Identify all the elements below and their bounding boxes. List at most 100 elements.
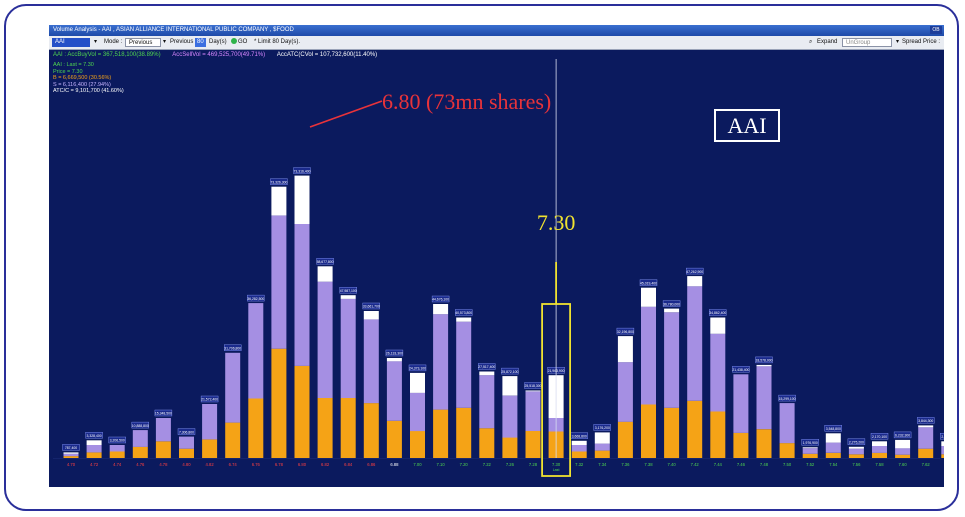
acc-sell-volume: AccSellVol = 469,525,700(49.71%) — [172, 52, 266, 58]
atc-volume-segment — [63, 452, 79, 454]
price-tick-label: 4.74 — [113, 462, 122, 467]
sell-volume-segment — [109, 445, 125, 452]
price-tick-label: 6.86 — [367, 462, 376, 467]
sell-volume-segment — [802, 448, 818, 454]
total-label-box — [223, 344, 242, 351]
sell-volume-segment — [641, 306, 656, 405]
total-volume-label: 47,987,100 — [340, 289, 357, 293]
info-sell: S = 6,116,400 (27.94%) — [53, 81, 111, 88]
total-volume-label: 10,888,800 — [132, 424, 149, 428]
buy-volume-segment — [848, 454, 864, 458]
atc-volume-segment — [617, 336, 633, 363]
sell-volume-segment — [386, 361, 402, 421]
buy-volume-segment — [756, 429, 772, 458]
volume-chart: 787,400 4.70 3,328,400 4.72 3,206,500 4.74 10,… — [53, 59, 944, 477]
total-label-box — [686, 267, 704, 275]
mode-select[interactable]: Previous — [125, 38, 161, 47]
summary-line: AAI : AccBuyVol = 367,518,100(38.89%) Ac… — [53, 52, 377, 58]
total-volume-label: 6,232,300 — [895, 434, 910, 438]
sell-volume-segment — [132, 430, 148, 447]
price-tick-label: 7.30 — [552, 462, 561, 467]
sell-volume-segment — [941, 445, 944, 455]
symbol-select[interactable]: AAI — [52, 38, 90, 47]
total-volume-label: 7,306,800 — [179, 430, 194, 434]
buy-volume-segment — [456, 407, 472, 459]
total-label-box — [85, 432, 103, 439]
window-corner-button[interactable]: OB — [930, 26, 942, 34]
sell-volume-segment — [710, 333, 726, 412]
total-volume-label: 25,518,300 — [525, 384, 542, 388]
chevron-down-icon[interactable]: ▾ — [94, 39, 98, 45]
buy-volume-segment — [317, 398, 333, 458]
sell-volume-segment — [294, 224, 310, 366]
group-select[interactable]: UnGroup — [842, 38, 892, 47]
total-volume-label: 2,170,100 — [872, 435, 887, 439]
atc-volume-segment — [363, 311, 379, 320]
total-volume-label: 3,176,200 — [595, 426, 610, 430]
buy-volume-segment — [872, 452, 887, 458]
total-label-box — [755, 356, 773, 364]
sell-volume-segment — [872, 445, 887, 453]
buy-volume-segment — [918, 448, 934, 458]
buy-volume-segment — [779, 443, 795, 458]
buy-volume-segment — [502, 437, 518, 458]
sell-volume-segment — [895, 448, 911, 455]
total-volume-label: 36,282,500 — [247, 297, 264, 301]
buy-volume-segment — [594, 450, 610, 458]
price-tick-label: 4.76 — [136, 462, 145, 467]
buy-volume-segment — [271, 348, 287, 458]
total-volume-label: 2,211,900 — [941, 435, 944, 439]
atc-volume-segment — [941, 441, 944, 446]
total-label-box — [940, 433, 944, 440]
buy-volume-segment — [664, 407, 680, 459]
price-tick-label: 7.00 — [413, 462, 422, 467]
total-label-box — [247, 294, 265, 302]
buy-volume-segment — [410, 431, 425, 458]
price-tick-label: 7.58 — [875, 462, 884, 467]
total-label-box — [108, 436, 126, 444]
go-button[interactable]: GO — [231, 38, 247, 47]
total-volume-label: 2,275,200 — [849, 441, 864, 445]
limit-note: * Limit 80 Day(s). — [254, 39, 301, 45]
current-price-label: 7.30 — [537, 210, 576, 235]
total-label-box — [293, 167, 311, 174]
sell-volume-segment — [617, 362, 633, 422]
price-tick-label: 4.80 — [182, 462, 191, 467]
atc-volume-segment — [710, 317, 726, 334]
total-volume-label: 26,133,300 — [386, 352, 403, 356]
volume-analysis-window: Volume Analysis - AAI , ASIAN ALLIANCE I… — [49, 25, 944, 487]
days-input[interactable]: 80 — [195, 38, 206, 47]
total-volume-label: 15,348,500 — [155, 412, 172, 416]
atc-volume-segment — [571, 440, 587, 445]
peak-annotation-label: 6.80 (73mn shares) — [382, 89, 551, 114]
buy-volume-segment — [202, 439, 218, 458]
price-tick-label: 7.20 — [460, 462, 469, 467]
last-price-info: AAI : Last = 7.30 Price = 7.30 B = 6,669… — [53, 62, 124, 95]
atc-volume-segment — [294, 175, 310, 224]
total-label-box — [893, 431, 912, 439]
price-tick-label: 7.10 — [437, 462, 446, 467]
sell-volume-segment — [502, 395, 518, 438]
chevron-down-icon[interactable]: ▾ — [896, 39, 900, 45]
spread-price-label: Spread Price : — [902, 39, 941, 45]
total-volume-label: 1,976,900 — [803, 441, 818, 445]
total-label-box — [177, 428, 196, 435]
total-label-box — [639, 279, 658, 286]
sell-volume-segment — [687, 286, 703, 401]
expand-toggle[interactable]: Expand — [817, 39, 838, 45]
acc-atc-volume: AccATC(CVol = 107,732,600(11.40%) — [276, 52, 378, 58]
days-label: Day(s) — [209, 39, 227, 45]
sell-volume-segment — [594, 443, 610, 451]
price-tick-label: 7.50 — [783, 462, 792, 467]
total-label-box — [385, 349, 404, 357]
total-volume-label: 3,328,400 — [87, 434, 102, 438]
total-volume-label: 45,019,400 — [640, 281, 657, 285]
total-label-box — [917, 417, 935, 424]
sell-volume-segment — [756, 366, 772, 430]
chevron-down-icon[interactable]: ▾ — [163, 39, 167, 45]
total-volume-label: 44,676,100 — [432, 298, 449, 302]
buy-volume-segment — [479, 428, 495, 458]
buy-volume-segment — [179, 448, 194, 458]
total-volume-label: 3,206,500 — [110, 439, 125, 443]
atc-volume-segment — [641, 287, 656, 307]
